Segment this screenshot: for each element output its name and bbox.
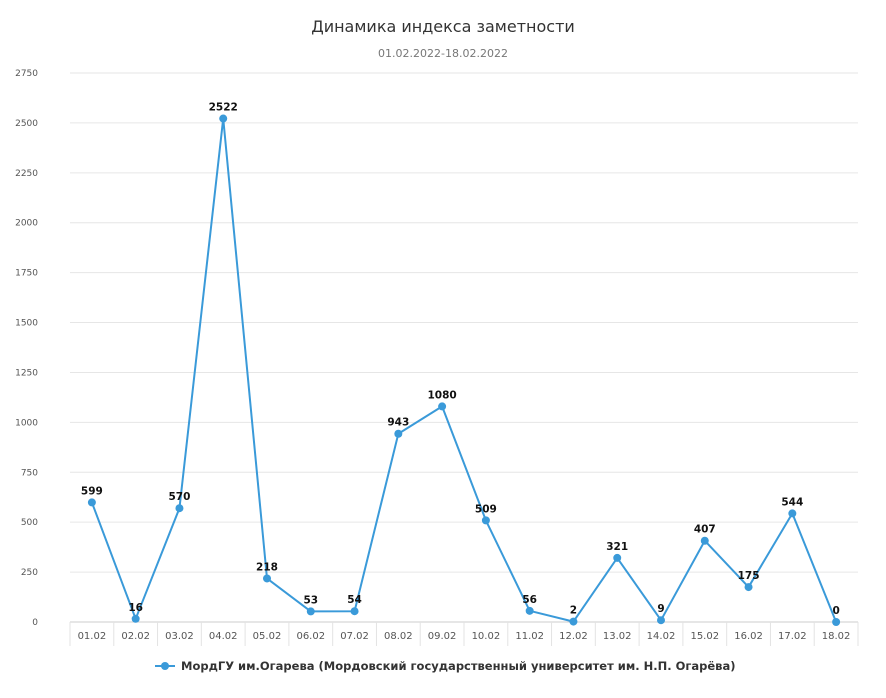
axes: 0250500750100012501500175020002250250027…	[15, 69, 859, 646]
y-tick-label: 1250	[15, 368, 38, 378]
grid	[70, 72, 858, 623]
y-tick-label: 2000	[15, 219, 38, 229]
data-label: 9	[657, 603, 664, 615]
data-label: 218	[256, 561, 278, 573]
y-tick-label: 750	[21, 468, 38, 478]
data-label: 53	[303, 594, 318, 606]
data-point[interactable]	[525, 606, 534, 615]
x-tick-label: 03.02	[165, 631, 194, 642]
y-tick-label: 1000	[15, 418, 38, 428]
data-point[interactable]	[700, 536, 709, 545]
x-tick-label: 04.02	[209, 631, 238, 642]
x-tick-label: 16.02	[734, 631, 763, 642]
legend-marker-icon	[161, 662, 169, 670]
data-label: 544	[781, 496, 803, 508]
data-point[interactable]	[219, 114, 228, 123]
x-tick-label: 11.02	[515, 631, 544, 642]
y-tick-label: 250	[21, 568, 38, 578]
x-tick-label: 17.02	[778, 631, 807, 642]
x-tick-label: 06.02	[296, 631, 325, 642]
x-tick-label: 13.02	[603, 631, 632, 642]
y-tick-label: 500	[21, 518, 38, 528]
data-point[interactable]	[306, 607, 315, 616]
data-point[interactable]	[569, 617, 578, 626]
series-layer	[87, 114, 841, 626]
data-point[interactable]	[350, 607, 359, 616]
x-tick-label: 02.02	[121, 631, 150, 642]
data-label: 570	[168, 491, 190, 503]
chart-title: Динамика индекса заметности	[311, 17, 575, 36]
y-tick-label: 2500	[15, 119, 38, 129]
y-tick-label: 1500	[15, 319, 38, 329]
legend-series-name[interactable]: МордГУ им.Огарева (Мордовский государств…	[181, 659, 735, 673]
data-label: 175	[738, 570, 760, 582]
data-label: 54	[347, 594, 362, 606]
data-point[interactable]	[438, 402, 447, 411]
chart-subtitle: 01.02.2022-18.02.2022	[378, 47, 508, 60]
data-label: 321	[606, 541, 628, 553]
x-tick-label: 05.02	[253, 631, 282, 642]
x-tick-label: 10.02	[472, 631, 501, 642]
data-point[interactable]	[657, 616, 665, 625]
y-tick-label: 0	[32, 618, 38, 628]
data-labels: 599 16 570 2522 218 53 54 943 1080 509 56 2 321 9 407 1…	[81, 102, 840, 617]
series-line	[90, 117, 838, 623]
data-point[interactable]	[131, 614, 140, 623]
x-tick-label: 15.02	[690, 631, 719, 642]
data-point[interactable]	[263, 574, 271, 583]
data-label: 2	[570, 605, 577, 617]
data-label: 943	[387, 417, 409, 429]
data-label: 16	[128, 602, 143, 614]
y-tick-label: 2750	[15, 69, 38, 79]
x-tick-label: 12.02	[559, 631, 588, 642]
legend[interactable]: МордГУ им.Огарева (Мордовский государств…	[155, 659, 735, 673]
x-tick-label: 14.02	[647, 631, 676, 642]
data-point[interactable]	[613, 553, 622, 562]
data-point[interactable]	[788, 509, 797, 518]
data-label: 2522	[209, 102, 238, 114]
x-tick-label: 18.02	[822, 631, 851, 642]
data-label: 0	[832, 605, 839, 617]
data-point[interactable]	[87, 498, 96, 507]
data-point[interactable]	[175, 504, 184, 513]
data-label: 599	[81, 485, 103, 497]
data-point[interactable]	[744, 583, 753, 592]
data-label: 509	[475, 503, 497, 515]
x-tick-label: 01.02	[78, 631, 107, 642]
x-tick-label: 09.02	[428, 631, 457, 642]
data-label: 407	[694, 524, 716, 536]
data-label: 1080	[427, 389, 456, 401]
x-tick-label: 07.02	[340, 631, 369, 642]
data-point[interactable]	[481, 516, 490, 525]
x-tick-label: 08.02	[384, 631, 413, 642]
data-label: 56	[522, 594, 537, 606]
data-point[interactable]	[394, 429, 403, 438]
data-point[interactable]	[832, 618, 841, 626]
y-tick-label: 1750	[15, 269, 38, 279]
y-tick-label: 2250	[15, 169, 38, 179]
